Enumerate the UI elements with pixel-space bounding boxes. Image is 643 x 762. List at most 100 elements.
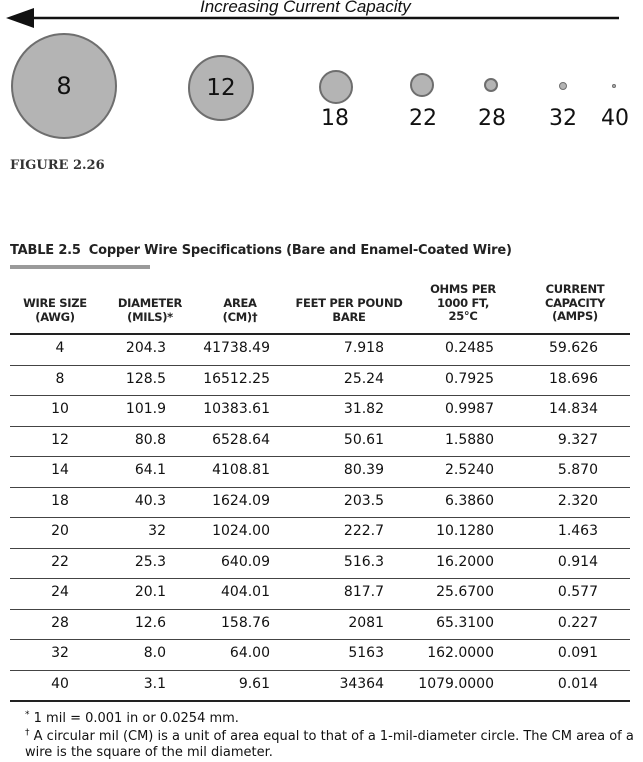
cell-feet-per-pound: 31.82 (343, 401, 384, 417)
table-row: 20 32 1024.00 222.7 10.1280 1.463 (10, 517, 630, 547)
cell-wire-size: 8 (55, 370, 65, 387)
cell-ohms: 65.3100 (436, 614, 494, 631)
row-rule (10, 486, 630, 488)
table-title-underline (10, 265, 150, 269)
wire-circle-8: 8 (11, 33, 117, 139)
table-number: TABLE 2.5 (10, 243, 81, 258)
cell-area: 64.00 (229, 645, 270, 661)
current-capacity-arrow (6, 8, 619, 28)
table-title: TABLE 2.5 Copper Wire Specifications (Bar… (10, 243, 512, 258)
cell-area: 640.09 (221, 553, 270, 570)
cell-current-capacity: 0.091 (557, 645, 598, 661)
cell-ohms: 16.2000 (436, 553, 494, 570)
cell-diameter: 20.1 (134, 584, 166, 600)
cell-current-capacity: 2.320 (557, 492, 598, 509)
header-diameter: DIAMETER (MILS)* (117, 296, 183, 324)
figure-caption: FIGURE 2.26 (10, 158, 105, 173)
cell-wire-size: 40 (51, 675, 69, 692)
cell-feet-per-pound: 817.7 (343, 584, 384, 600)
cell-ohms: 0.9987 (445, 401, 494, 417)
header-wire-size: WIRE SIZE (AWG) (23, 296, 87, 324)
row-rule (10, 700, 630, 702)
cell-diameter: 25.3 (134, 553, 166, 570)
cell-ohms: 10.1280 (436, 523, 494, 539)
table-row: 24 20.1 404.01 817.7 25.6700 0.577 (10, 578, 630, 608)
cell-feet-per-pound: 80.39 (343, 462, 384, 478)
gauge-label-22: 22 (409, 106, 437, 131)
cell-current-capacity: 14.834 (549, 401, 598, 417)
cell-wire-size: 4 (55, 340, 65, 356)
arrow-head (6, 8, 34, 28)
cell-area: 16512.25 (203, 370, 270, 387)
cell-current-capacity: 9.327 (557, 431, 598, 448)
row-rule (10, 578, 630, 579)
cell-diameter: 80.8 (134, 431, 166, 448)
cell-area: 41738.49 (203, 340, 270, 356)
wire-circle-18 (319, 70, 353, 104)
footnote-mil-text: 1 mil = 0.001 in or 0.0254 mm. (33, 711, 239, 726)
gauge-label-40: 40 (601, 106, 629, 131)
header-ohms: OHMS PER 1000 FT, 25°C (430, 282, 496, 323)
cell-feet-per-pound: 34364 (339, 675, 384, 692)
footnote-dagger-mark: † (25, 728, 30, 738)
row-rule (10, 517, 630, 518)
gauge-label-18: 18 (321, 106, 349, 131)
wire-circle-28 (484, 78, 498, 92)
gauge-label-28: 28 (478, 106, 506, 131)
cell-wire-size: 32 (51, 645, 69, 661)
row-rule (10, 639, 630, 640)
cell-ohms: 2.5240 (445, 462, 494, 478)
row-rule (10, 608, 630, 610)
footnote-cm-line-2: wire is the square of the mil diameter. (25, 745, 273, 760)
cell-area: 158.76 (221, 614, 270, 631)
cell-wire-size: 20 (51, 523, 69, 539)
table-row: 18 40.3 1624.09 203.5 6.3860 2.320 (10, 487, 630, 517)
cell-ohms: 162.0000 (427, 645, 494, 661)
header-area: AREA (CM)† (222, 296, 258, 324)
table-row: 12 80.8 6528.64 50.61 1.5880 9.327 (10, 426, 630, 456)
cell-current-capacity: 1.463 (557, 523, 598, 539)
cell-feet-per-pound: 516.3 (343, 553, 384, 570)
cell-diameter: 32 (148, 523, 166, 539)
cell-diameter: 3.1 (143, 675, 166, 692)
cell-wire-size: 10 (51, 401, 69, 417)
cell-wire-size: 14 (51, 462, 69, 478)
cell-feet-per-pound: 25.24 (343, 370, 384, 387)
footnote-cm-text-1: A circular mil (CM) is a unit of area eq… (33, 729, 634, 744)
gauge-label-12: 12 (206, 75, 236, 101)
table-row: 14 64.1 4108.81 80.39 2.5240 5.870 (10, 456, 630, 486)
cell-ohms: 0.2485 (445, 340, 494, 356)
cell-current-capacity: 0.577 (557, 584, 598, 600)
cell-current-capacity: 59.626 (549, 340, 598, 356)
cell-ohms: 25.6700 (436, 584, 494, 600)
cell-area: 1624.09 (212, 492, 270, 509)
table-row: 22 25.3 640.09 516.3 16.2000 0.914 (10, 548, 630, 578)
cell-current-capacity: 18.696 (549, 370, 598, 387)
cell-wire-size: 24 (51, 584, 69, 600)
table-row: 28 12.6 158.76 2081 65.3100 0.227 (10, 609, 630, 639)
header-feet-per-pound: FEET PER POUND BARE (295, 296, 403, 324)
cell-wire-size: 12 (51, 431, 69, 448)
cell-diameter: 64.1 (134, 462, 166, 478)
cell-ohms: 6.3860 (445, 492, 494, 509)
row-rule (10, 669, 630, 671)
cell-diameter: 12.6 (134, 614, 166, 631)
cell-ohms: 1079.0000 (418, 675, 494, 692)
cell-feet-per-pound: 7.918 (343, 340, 384, 356)
cell-feet-per-pound: 203.5 (343, 492, 384, 509)
cell-diameter: 8.0 (143, 645, 166, 661)
gauge-label-8: 8 (56, 72, 72, 100)
cell-area: 9.61 (238, 675, 270, 692)
cell-feet-per-pound: 222.7 (343, 523, 384, 539)
cell-area: 10383.61 (203, 401, 270, 417)
table-title-text: Copper Wire Specifications (Bare and Ena… (88, 243, 512, 258)
wire-circle-22 (410, 73, 434, 97)
header-rule (10, 333, 630, 335)
row-rule (10, 425, 630, 427)
cell-feet-per-pound: 50.61 (343, 431, 384, 448)
footnote-star-mark: * (25, 710, 30, 720)
header-current-capacity: CURRENT CAPACITY (AMPS) (544, 282, 606, 323)
cell-ohms: 0.7925 (445, 370, 494, 387)
table-row: 40 3.1 9.61 34364 1079.0000 0.014 (10, 670, 630, 700)
table-row: 4 204.3 41738.49 7.918 0.2485 59.626 (10, 334, 630, 364)
